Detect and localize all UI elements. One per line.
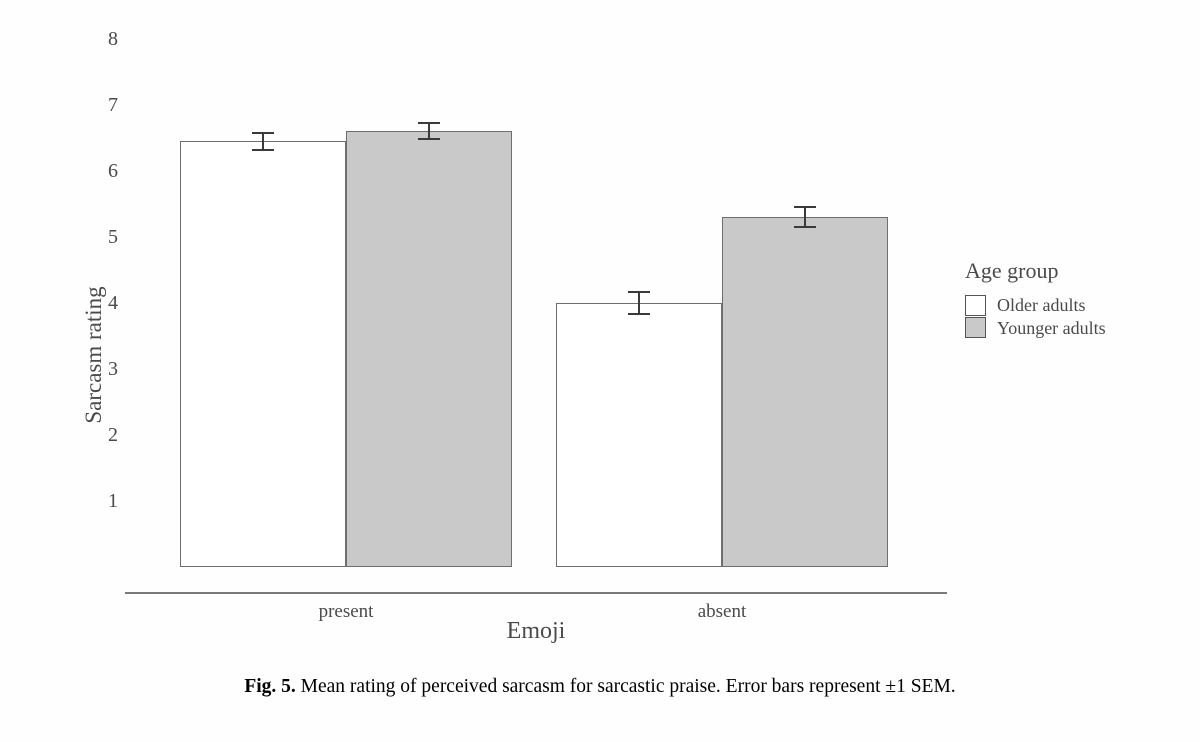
y-tick-label: 4 [108,292,118,314]
legend-swatch-icon [965,317,986,339]
error-bar-present-older-adults [252,148,274,151]
error-bar-absent-older-adults [638,291,640,315]
y-tick-label: 7 [108,94,118,116]
x-axis-title: Emoji [506,618,566,644]
bar-absent-older-adults [556,303,722,567]
x-tick-label-present: present [318,601,374,622]
y-tick-label: 3 [108,358,118,380]
y-tick-label: 1 [108,490,118,512]
legend-title: Age group [965,258,1059,283]
legend: Age group Older adults Younger adults [965,258,1106,340]
x-axis-line [125,592,947,594]
error-bar-present-older-adults [252,131,274,134]
legend-item-younger-adults: Younger adults [965,317,1106,340]
error-bar-absent-older-adults [628,290,650,293]
error-bar-present-older-adults [262,132,264,150]
legend-swatch-icon [965,295,986,316]
bar-present-older-adults [180,141,346,567]
figure-caption-text: Mean rating of perceived sarcasm for sar… [300,676,956,697]
error-bar-absent-younger-adults [794,226,816,229]
y-tick-label: 2 [108,424,118,446]
y-tick-label: 8 [108,28,118,50]
y-tick-label: 5 [108,226,118,248]
error-bar-absent-older-adults [628,313,650,316]
x-tick-label-absent: absent [697,601,747,622]
bar-present-younger-adults [346,131,512,567]
error-bar-present-younger-adults [418,138,440,141]
y-tick-label: 6 [108,160,118,182]
error-bar-absent-younger-adults [804,207,806,228]
error-bar-absent-younger-adults [794,206,816,209]
error-bar-present-younger-adults [418,122,440,125]
error-bar-present-younger-adults [428,123,430,140]
legend-item-older-adults: Older adults [965,294,1106,317]
bar-absent-younger-adults [722,217,888,567]
figure-caption: Fig. 5. Mean rating of perceived sarcasm… [0,676,1200,698]
legend-label: Younger adults [997,318,1106,338]
figure-caption-label: Fig. 5. [244,676,296,697]
legend-items: Older adults Younger adults [965,294,1106,340]
legend-label: Older adults [997,295,1086,315]
